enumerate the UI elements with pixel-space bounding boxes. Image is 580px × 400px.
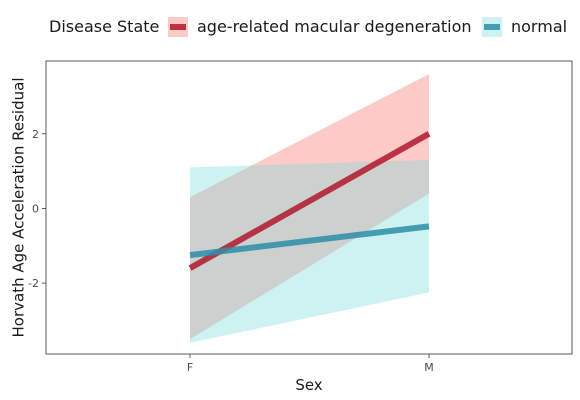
series-lines bbox=[188, 131, 431, 271]
x-axis-title: Sex bbox=[295, 376, 322, 394]
y-tick-label: 0 bbox=[32, 202, 39, 215]
x-tick-label: F bbox=[187, 361, 193, 374]
legend-label-2: normal bbox=[511, 17, 567, 36]
ribbon-series-2 bbox=[190, 159, 429, 343]
line-series-1 bbox=[188, 131, 431, 271]
y-axis-title: Horvath Age Acceleration Residual bbox=[10, 78, 28, 338]
ribbon-series-1 bbox=[190, 74, 429, 340]
x-tick-label: M bbox=[424, 361, 434, 374]
plot-panel bbox=[45, 60, 573, 355]
legend: Disease State age-related macular degene… bbox=[49, 17, 567, 37]
y-tick-label: 2 bbox=[32, 128, 39, 141]
confidence-ribbons bbox=[190, 74, 429, 343]
line-series-2 bbox=[189, 223, 430, 259]
y-tick-label: -2 bbox=[28, 277, 39, 290]
legend-title: Disease State bbox=[49, 17, 159, 36]
y-axis: -2 0 2 bbox=[28, 128, 46, 290]
legend-label-1: age-related macular degeneration bbox=[197, 17, 472, 36]
